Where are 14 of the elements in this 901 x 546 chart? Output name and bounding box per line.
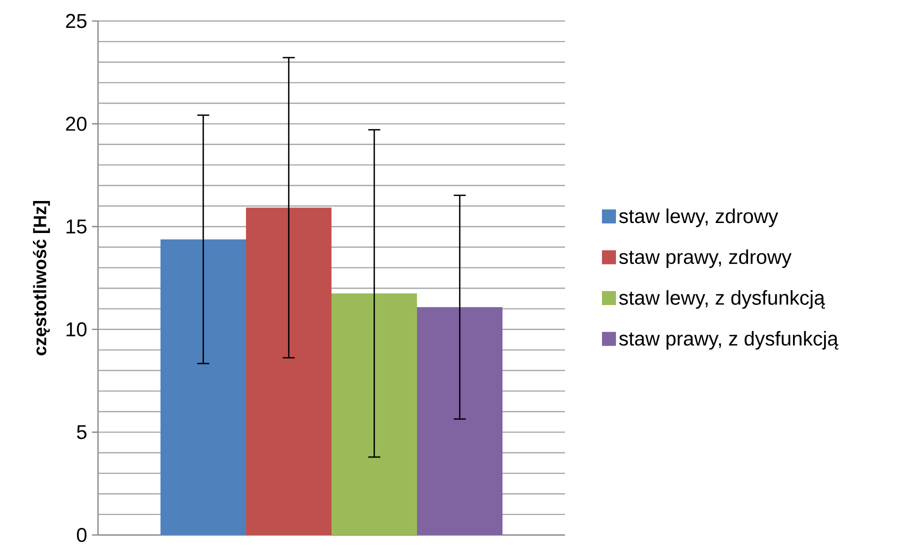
bar <box>246 208 332 535</box>
y-tick-label: 10 <box>66 322 86 336</box>
bar <box>417 307 502 535</box>
y-tick-label: 5 <box>76 425 86 440</box>
legend-label: staw prawy, zdrowy <box>619 249 792 268</box>
y-tick-label: 20 <box>66 116 86 131</box>
bar <box>160 239 246 535</box>
legend-label: staw lewy, z dysfunkcją <box>619 290 825 309</box>
legend-label: staw lewy, zdrowy <box>619 208 778 228</box>
legend-label: staw prawy, z dysfunkcją <box>619 330 838 350</box>
y-tick-label: 15 <box>66 220 86 234</box>
y-axis-title: częstotliwość [Hz] <box>32 201 50 356</box>
y-tick-label: 25 <box>66 14 86 28</box>
y-tick-label: 0 <box>76 528 87 542</box>
